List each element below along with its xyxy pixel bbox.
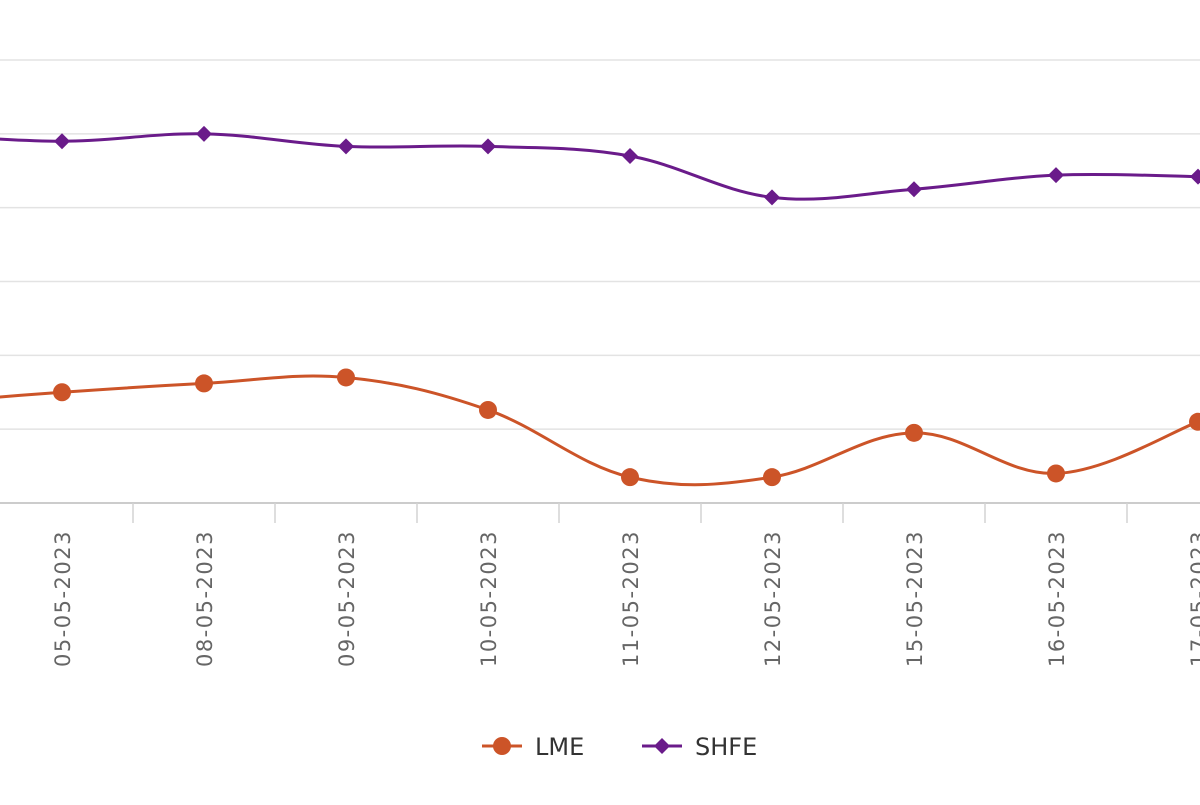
lme-point[interactable] <box>621 468 639 487</box>
x-tick-label: 08-05-2023 <box>193 530 217 667</box>
x-tick-label: 05-05-2023 <box>51 530 75 667</box>
lme-point[interactable] <box>763 468 781 487</box>
series-shfe <box>0 125 1200 206</box>
gridlines <box>0 59 1200 504</box>
shfe-point[interactable] <box>54 133 70 150</box>
x-axis <box>132 503 1128 523</box>
x-tick-label: 12-05-2023 <box>761 530 785 667</box>
shfe-point[interactable] <box>1048 167 1064 184</box>
x-tick-label: 11-05-2023 <box>619 530 643 667</box>
shfe-point[interactable] <box>338 138 354 155</box>
legend-item-shfe[interactable]: SHFE <box>642 733 757 761</box>
shfe-point[interactable] <box>480 138 496 155</box>
shfe-point[interactable] <box>764 189 780 206</box>
series-lme <box>0 368 1200 487</box>
shfe-point[interactable] <box>622 147 638 164</box>
lme-point[interactable] <box>905 423 923 442</box>
x-tick-label: 15-05-2023 <box>903 530 927 667</box>
x-tick-label: 16-05-2023 <box>1045 530 1069 667</box>
lme-point[interactable] <box>479 400 497 419</box>
shfe-point[interactable] <box>906 181 922 198</box>
lme-point[interactable] <box>337 368 355 387</box>
lme-point[interactable] <box>1189 412 1200 431</box>
legend-marker <box>654 738 670 754</box>
x-tick-label: 17-05-2023 <box>1187 530 1200 667</box>
x-tick-label: 10-05-2023 <box>477 530 501 667</box>
lme-point[interactable] <box>53 383 71 402</box>
lme-point[interactable] <box>195 374 213 393</box>
legend-label: LME <box>535 733 584 761</box>
x-tick-label: 09-05-2023 <box>335 530 359 667</box>
lme-point[interactable] <box>1047 464 1065 483</box>
x-tick-labels: 05-05-2023 08-05-2023 09-05-2023 10-05-2023… <box>51 530 1200 667</box>
legend-marker <box>493 737 511 755</box>
legend[interactable]: LME SHFE <box>482 733 757 761</box>
lme-line <box>0 374 1199 487</box>
shfe-line <box>0 132 1199 201</box>
legend-item-lme[interactable]: LME <box>482 733 584 761</box>
shfe-point[interactable] <box>196 125 212 142</box>
legend-label: SHFE <box>695 733 757 761</box>
series-group <box>0 125 1200 487</box>
shfe-point[interactable] <box>1190 168 1200 185</box>
